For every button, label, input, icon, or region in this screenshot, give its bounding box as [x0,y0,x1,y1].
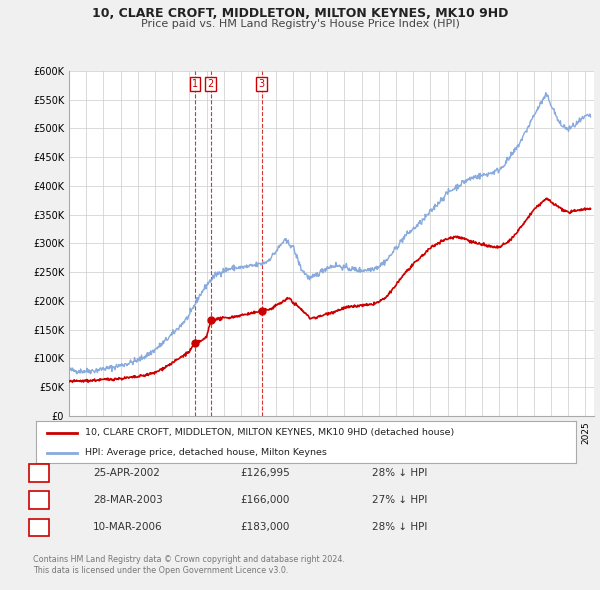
Text: £126,995: £126,995 [240,468,290,478]
Text: 1: 1 [35,468,43,478]
Text: 2: 2 [35,496,43,505]
Text: 10, CLARE CROFT, MIDDLETON, MILTON KEYNES, MK10 9HD (detached house): 10, CLARE CROFT, MIDDLETON, MILTON KEYNE… [85,428,454,437]
Text: 10-MAR-2006: 10-MAR-2006 [93,523,163,532]
Text: 3: 3 [35,523,43,532]
Text: 2: 2 [208,79,214,89]
Text: This data is licensed under the Open Government Licence v3.0.: This data is licensed under the Open Gov… [33,566,289,575]
Text: 25-APR-2002: 25-APR-2002 [93,468,160,478]
Text: 28% ↓ HPI: 28% ↓ HPI [372,468,427,478]
Text: 1: 1 [192,79,198,89]
Text: £166,000: £166,000 [240,496,289,505]
Text: 28% ↓ HPI: 28% ↓ HPI [372,523,427,532]
Text: £183,000: £183,000 [240,523,289,532]
Text: Contains HM Land Registry data © Crown copyright and database right 2024.: Contains HM Land Registry data © Crown c… [33,555,345,563]
Text: 27% ↓ HPI: 27% ↓ HPI [372,496,427,505]
Text: HPI: Average price, detached house, Milton Keynes: HPI: Average price, detached house, Milt… [85,448,326,457]
Text: 28-MAR-2003: 28-MAR-2003 [93,496,163,505]
Text: 3: 3 [259,79,265,89]
Text: 10, CLARE CROFT, MIDDLETON, MILTON KEYNES, MK10 9HD: 10, CLARE CROFT, MIDDLETON, MILTON KEYNE… [92,7,508,20]
Text: Price paid vs. HM Land Registry's House Price Index (HPI): Price paid vs. HM Land Registry's House … [140,19,460,29]
